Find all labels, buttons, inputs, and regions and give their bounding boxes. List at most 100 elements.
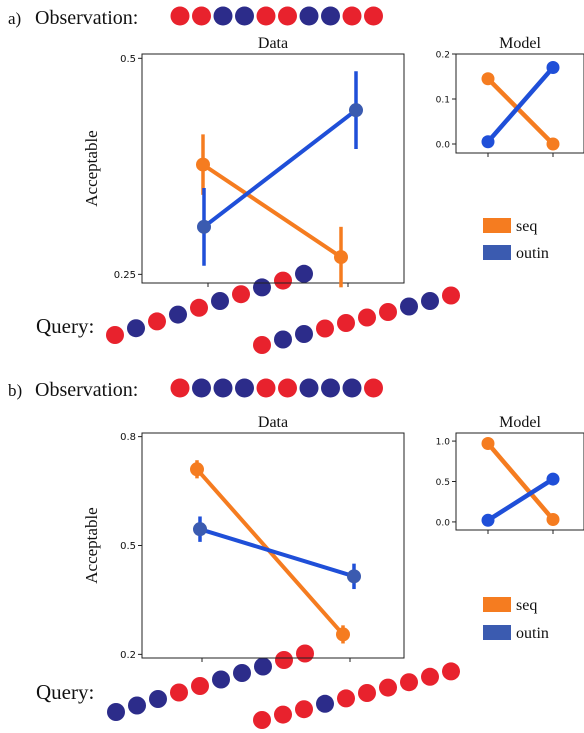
observation-label: Observation: — [35, 379, 138, 401]
y-tick-label: 0.5 — [120, 541, 136, 552]
query-dot — [316, 694, 334, 713]
observation-dot — [256, 378, 276, 398]
observation-dot — [192, 6, 211, 26]
plot-frame — [141, 432, 405, 659]
plot-frame — [141, 53, 405, 284]
query-dot — [358, 308, 376, 327]
data-point-seq — [546, 137, 560, 151]
query-dot — [212, 670, 230, 689]
series-line-outin — [198, 527, 356, 579]
query-dot — [275, 651, 293, 669]
observation-dot — [299, 6, 319, 26]
query-dot — [295, 264, 313, 283]
query-dot — [274, 330, 292, 349]
query-dot — [274, 705, 292, 724]
y-tick-label: 0.25 — [114, 270, 136, 281]
y-tick-label: 0.0 — [436, 518, 451, 528]
query-dot — [233, 664, 251, 682]
observation-dot — [278, 378, 297, 398]
plot-frame — [455, 53, 584, 154]
query-dot — [379, 678, 397, 697]
y-tick-label: 0.5 — [436, 478, 450, 488]
y-tick-label: 0.2 — [436, 51, 450, 61]
observation-dot — [213, 378, 233, 398]
series-line-outin — [485, 476, 556, 523]
query-dot — [316, 319, 334, 338]
data-point-outin — [347, 569, 361, 584]
y-tick-label: 0.2 — [120, 650, 136, 661]
observation-dot — [256, 6, 276, 26]
chart-title: Data — [258, 414, 288, 431]
observation-dot — [235, 378, 254, 398]
y-tick-label: 0.8 — [120, 432, 136, 443]
query-dot — [400, 297, 418, 316]
query-dot — [149, 690, 167, 708]
y-axis-label: Acceptable — [82, 507, 101, 583]
series-line-seq — [485, 441, 556, 522]
query-dot — [421, 667, 439, 686]
observation-dot — [342, 378, 362, 398]
data-point-outin — [349, 103, 363, 118]
data-point-seq — [196, 157, 210, 172]
legend-label-outin: outin — [516, 245, 549, 262]
chart-title: Data — [258, 35, 288, 52]
observation-label: Observation: — [35, 7, 138, 29]
series-line-outin — [202, 108, 358, 229]
observation-dot — [299, 378, 319, 398]
query-dot — [358, 684, 376, 702]
y-tick-label: 0.1 — [436, 96, 450, 106]
data-point-seq — [481, 437, 495, 451]
query-dot — [148, 312, 166, 331]
data-point-outin — [546, 61, 560, 74]
query-dot — [127, 319, 145, 338]
data-point-seq — [546, 512, 560, 526]
series-line-seq — [201, 162, 343, 260]
data-point-seq — [481, 72, 495, 86]
query-dot — [169, 305, 187, 324]
observation-dot — [342, 6, 362, 26]
y-tick-label: 1.0 — [436, 438, 451, 448]
observation-dot — [170, 6, 190, 26]
observation-dot — [170, 378, 190, 398]
legend-swatch-seq — [483, 218, 511, 233]
query-dot — [128, 696, 146, 715]
query-dot — [274, 271, 292, 290]
query-label: Query: — [36, 314, 94, 338]
query-dot — [421, 292, 439, 310]
data-point-outin — [197, 219, 211, 234]
observation-dot — [321, 378, 340, 398]
legend-label-seq: seq — [516, 597, 537, 614]
observation-dot — [192, 378, 211, 398]
query-dot — [191, 677, 209, 695]
panel-label: a) — [8, 9, 21, 28]
observation-dot — [364, 378, 383, 398]
chart-title: Model — [499, 35, 541, 52]
query-label: Query: — [36, 680, 94, 704]
chart-title: Model — [499, 414, 541, 431]
query-dot — [337, 689, 355, 708]
query-dot — [232, 285, 250, 304]
query-dot — [337, 314, 355, 332]
legend-swatch-outin — [483, 245, 511, 260]
query-dot — [253, 711, 271, 729]
data-point-seq — [336, 627, 350, 642]
query-dot — [295, 700, 313, 719]
query-dot — [442, 662, 460, 681]
legend-swatch-outin — [483, 625, 511, 640]
legend-label-seq: seq — [516, 218, 537, 235]
observation-dot — [213, 6, 233, 26]
query-dot — [254, 657, 272, 676]
query-dot — [211, 292, 229, 310]
query-dot — [400, 673, 418, 692]
data-point-outin — [193, 522, 207, 537]
data-point-seq — [334, 250, 348, 265]
query-dot — [379, 303, 397, 321]
query-dot — [253, 278, 271, 297]
query-dot — [190, 298, 208, 317]
legend-label-outin: outin — [516, 625, 549, 642]
data-point-outin — [546, 472, 560, 486]
y-tick-label: 0.0 — [436, 141, 451, 151]
data-point-seq — [190, 462, 204, 477]
query-dot — [295, 325, 313, 343]
query-dot — [107, 703, 125, 721]
